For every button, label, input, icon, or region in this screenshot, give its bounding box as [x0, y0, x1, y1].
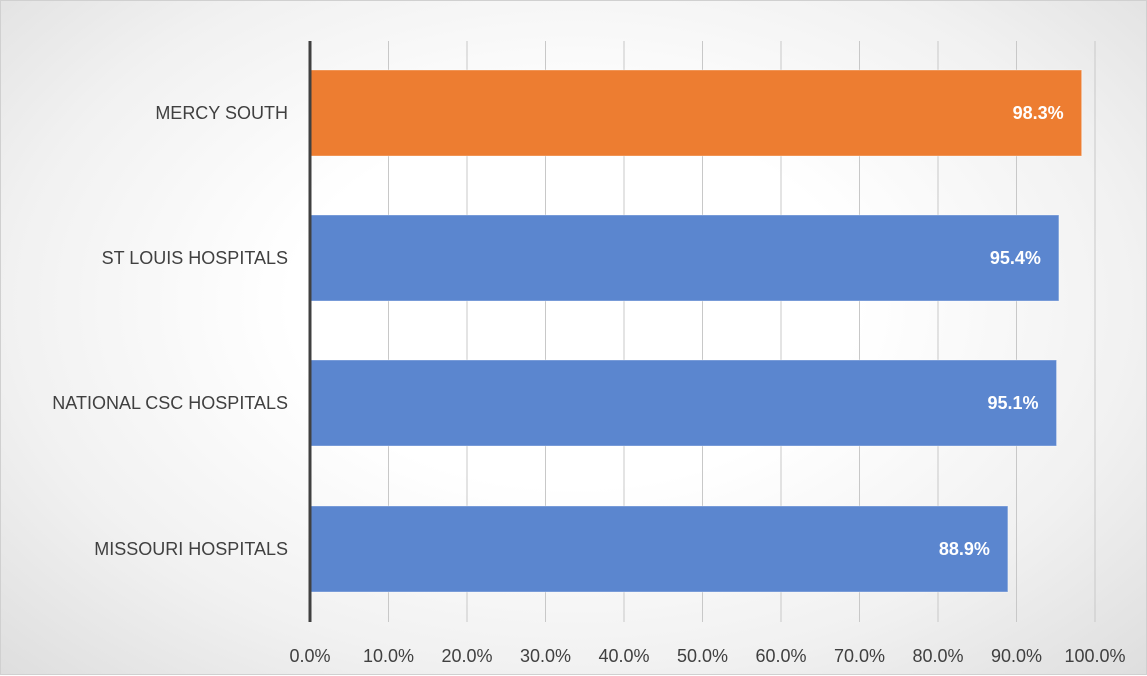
x-tick-label: 40.0% — [598, 646, 649, 666]
x-tick-label: 90.0% — [991, 646, 1042, 666]
category-label: NATIONAL CSC HOSPITALS — [52, 393, 288, 413]
x-tick-label: 80.0% — [912, 646, 963, 666]
x-tick-label: 50.0% — [677, 646, 728, 666]
data-label: 95.1% — [987, 393, 1038, 413]
x-tick-label: 10.0% — [363, 646, 414, 666]
bar-missouri-hospitals — [309, 505, 1009, 593]
category-label: ST LOUIS HOSPITALS — [102, 248, 288, 268]
bars — [309, 69, 1083, 593]
bar-st-louis-hospitals — [309, 214, 1060, 302]
x-tick-label: 20.0% — [441, 646, 492, 666]
bar-mercy-south — [309, 69, 1083, 157]
x-tick-label: 30.0% — [520, 646, 571, 666]
labels: 0.0% 10.0% 20.0% 30.0% 40.0% 50.0% 60.0% 70.0% 8… — [52, 103, 1125, 666]
x-tick-label: 70.0% — [834, 646, 885, 666]
x-tick-label: 100.0% — [1064, 646, 1125, 666]
x-tick-label: 0.0% — [289, 646, 330, 666]
x-tick-label: 60.0% — [755, 646, 806, 666]
data-label: 95.4% — [990, 248, 1041, 268]
data-label: 98.3% — [1013, 103, 1064, 123]
category-label: MERCY SOUTH — [155, 103, 288, 123]
bar-national-csc-hospitals — [309, 359, 1058, 447]
data-label: 88.9% — [939, 539, 990, 559]
category-label: MISSOURI HOSPITALS — [94, 539, 288, 559]
